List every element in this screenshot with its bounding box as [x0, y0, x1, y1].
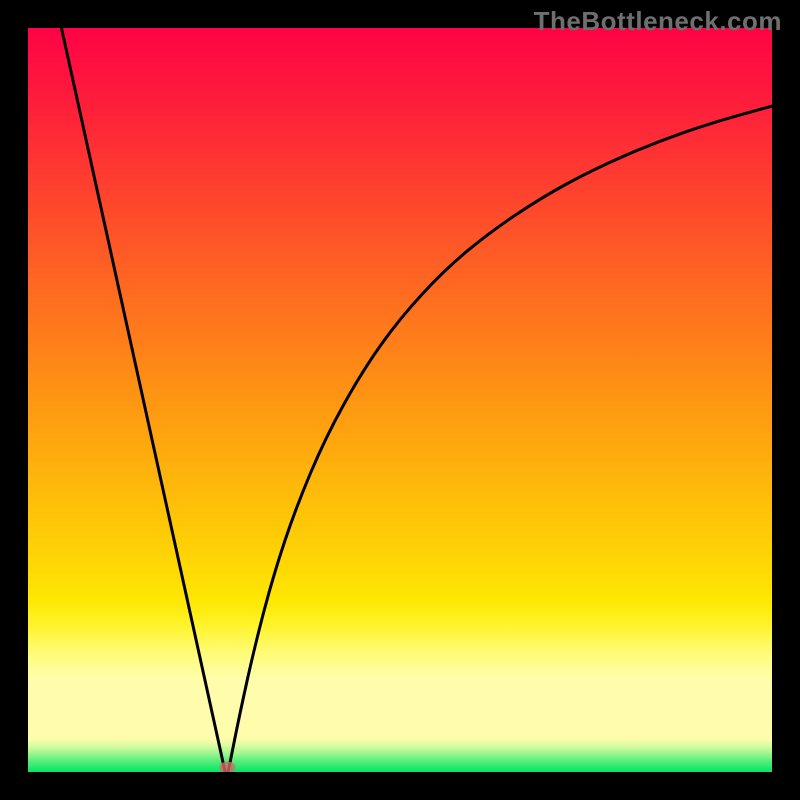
plot-area	[28, 28, 772, 772]
watermark-text: TheBottleneck.com	[534, 6, 782, 37]
plot-svg	[28, 28, 772, 772]
